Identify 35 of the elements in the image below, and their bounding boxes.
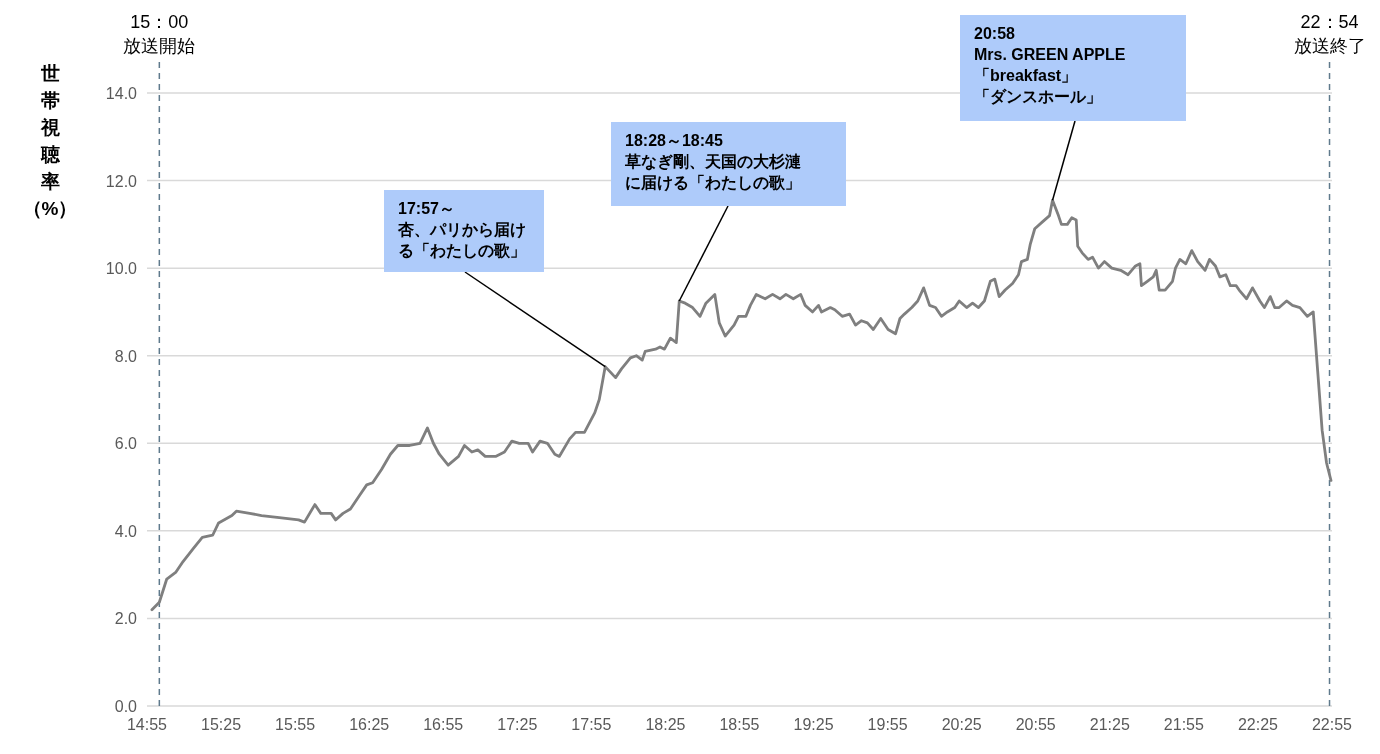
annotation: 20:58 Mrs. GREEN APPLE 「breakfast」「ダンスホール」 bbox=[974, 25, 1126, 105]
y-tick-label: 8.0 bbox=[114, 347, 138, 365]
y-tick-label: 0.0 bbox=[114, 698, 138, 715]
annotation: 17:57～杏、パリから届ける「わたしの歌」 bbox=[397, 200, 526, 259]
x-tick-label: 14:55 bbox=[126, 716, 168, 733]
y-axis-title: 世帯視聴率（%） bbox=[22, 63, 78, 219]
annotation: 18:28～18:45草なぎ剛、天国の大杉漣に届ける「わたしの歌」 bbox=[611, 122, 846, 302]
ref-line-label: 22：54 放送終了 bbox=[1293, 12, 1366, 56]
y-tick-label: 10.0 bbox=[105, 260, 138, 278]
x-tick-label: 15:55 bbox=[275, 716, 316, 733]
y-tick-label: 4.0 bbox=[114, 522, 138, 540]
x-tick-label: 21:55 bbox=[1163, 716, 1204, 733]
x-tick-label: 20:55 bbox=[1015, 716, 1056, 733]
y-tick-label: 12.0 bbox=[105, 172, 138, 190]
x-tick-label: 18:25 bbox=[645, 716, 686, 733]
y-tick-label: 2.0 bbox=[114, 610, 138, 628]
annotation: 18:28～18:45草なぎ剛、天国の大杉漣に届ける「わたしの歌」 bbox=[624, 132, 802, 192]
ref-line-label: 15：00 放送開始 bbox=[123, 12, 196, 56]
annotation: 20:58 Mrs. GREEN APPLE 「breakfast」「ダンスホール」 bbox=[960, 15, 1186, 201]
annotation: 17:57～杏、パリから届ける「わたしの歌」 bbox=[384, 190, 606, 368]
x-tick-label: 20:25 bbox=[941, 716, 982, 733]
x-tick-label: 16:25 bbox=[349, 716, 390, 733]
y-tick-label: 14.0 bbox=[105, 85, 138, 102]
ref-line: 22：54 放送終了 bbox=[1293, 12, 1366, 707]
x-tick-label: 19:55 bbox=[867, 716, 908, 733]
x-tick-label: 16:55 bbox=[423, 716, 464, 733]
x-tick-label: 17:25 bbox=[497, 716, 538, 733]
x-tick-label: 22:55 bbox=[1311, 716, 1353, 733]
x-tick-label: 19:25 bbox=[793, 716, 834, 733]
y-tick-label: 6.0 bbox=[114, 435, 138, 453]
x-tick-label: 15:25 bbox=[201, 716, 242, 733]
x-tick-label: 17:55 bbox=[571, 716, 612, 733]
x-tick-label: 22:25 bbox=[1237, 716, 1279, 733]
x-tick-label: 18:55 bbox=[719, 716, 760, 733]
x-tick-label: 21:25 bbox=[1089, 716, 1130, 733]
